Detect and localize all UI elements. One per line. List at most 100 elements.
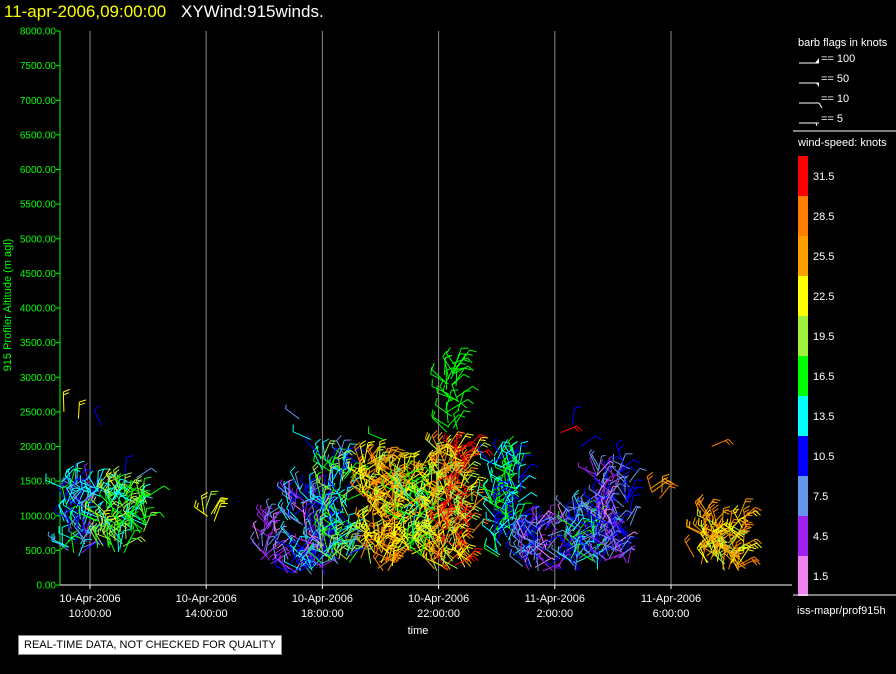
wind-barb [507, 436, 517, 460]
wind-barb [423, 496, 431, 522]
wind-barb [265, 535, 276, 555]
wind-barb [452, 410, 471, 429]
wind-barb [323, 543, 340, 560]
wind-barb [123, 537, 138, 554]
barb-legend-label: == 5 [821, 113, 843, 125]
y-tick-label: 6500.00 [20, 130, 57, 141]
wind-barb [462, 451, 470, 473]
wind-barb [469, 442, 491, 458]
y-tick-label: 0.00 [37, 581, 57, 592]
wind-barb [606, 488, 616, 507]
wind-barb [388, 452, 408, 467]
wind-barb [489, 495, 506, 511]
wind-barb [482, 497, 495, 518]
wind-barb [368, 426, 384, 441]
wind-barb [431, 483, 439, 505]
wind-barb [646, 471, 654, 493]
wind-barb [437, 431, 447, 452]
wind-barb [447, 414, 466, 428]
wind-barb [517, 463, 539, 481]
wind-barb [268, 520, 281, 540]
wind-barb [107, 491, 125, 509]
wind-barb [58, 499, 69, 524]
wind-barb [617, 547, 636, 559]
wind-barb [111, 507, 130, 526]
wind-barb [309, 486, 325, 504]
wind-barb [99, 487, 113, 507]
wind-barb [79, 475, 98, 490]
wind-barb [123, 487, 143, 503]
wind-barb [593, 472, 609, 489]
wind-barb [616, 480, 629, 503]
wind-barb [277, 498, 289, 521]
wind-barb [365, 479, 386, 495]
y-tick-label: 500.00 [25, 546, 56, 557]
wind-barb [273, 512, 278, 532]
wind-barb [600, 476, 614, 494]
wind-barb [612, 491, 621, 511]
wind-barb [69, 467, 83, 487]
wind-barb [596, 460, 614, 477]
wind-barb [546, 515, 565, 526]
wind-barb [591, 532, 606, 547]
wind-barb [399, 479, 412, 499]
wind-barb [583, 545, 600, 560]
wind-barb [371, 453, 389, 469]
wind-barb [64, 510, 72, 529]
y-tick-label: 6000.00 [20, 165, 57, 176]
wind-barb [260, 547, 278, 561]
x-tick-date: 10-Apr-2006 [292, 593, 353, 605]
wind-barb [346, 512, 357, 531]
wind-barb [601, 496, 606, 516]
y-tick-label: 8000.00 [20, 27, 57, 38]
wind-barb [362, 504, 369, 529]
wind-barb [455, 367, 464, 387]
wind-barb [66, 483, 77, 505]
wind-barb [509, 549, 524, 567]
speed-swatch [798, 556, 808, 596]
wind-barb [618, 459, 640, 473]
x-tick-date: 10-Apr-2006 [176, 593, 237, 605]
wind-barb [335, 522, 343, 547]
wind-barb [594, 493, 612, 511]
wind-barb [77, 399, 87, 419]
wind-barb [533, 539, 540, 561]
wind-barb [627, 479, 643, 499]
wind-barb [61, 468, 81, 483]
wind-barb [605, 485, 618, 504]
wind-barb [280, 520, 293, 542]
wind-barb [608, 456, 614, 477]
wind-barb [373, 544, 393, 562]
wind-barb [542, 564, 562, 572]
wind-barb [330, 448, 346, 467]
wind-barb [292, 424, 312, 441]
wind-barb [339, 457, 354, 478]
wind-barb [442, 460, 464, 474]
wind-barb [439, 503, 449, 527]
wind-barb [583, 487, 599, 505]
wind-barb [518, 440, 529, 462]
speed-swatch [798, 396, 808, 436]
wind-barb [732, 505, 744, 529]
speed-swatch [798, 196, 808, 236]
wind-barb [577, 544, 594, 562]
wind-barb [615, 439, 623, 461]
wind-barb [62, 484, 69, 507]
wind-barb [651, 479, 675, 493]
wind-barb [126, 503, 141, 521]
wind-barb [454, 367, 472, 384]
wind-barb [127, 492, 139, 512]
wind-barb [53, 536, 69, 551]
wind-barb [480, 451, 500, 467]
wind-barb [567, 528, 579, 550]
wind-barb [124, 454, 134, 475]
wind-barb [363, 441, 375, 464]
wind-barb [596, 455, 606, 476]
wind-barb [738, 546, 757, 564]
wind-barb [58, 526, 76, 541]
wind-barb [613, 515, 622, 534]
wind-barb [591, 450, 601, 470]
wind-barb [518, 491, 538, 503]
wind-barb [595, 525, 612, 540]
wind-barb [505, 539, 523, 560]
